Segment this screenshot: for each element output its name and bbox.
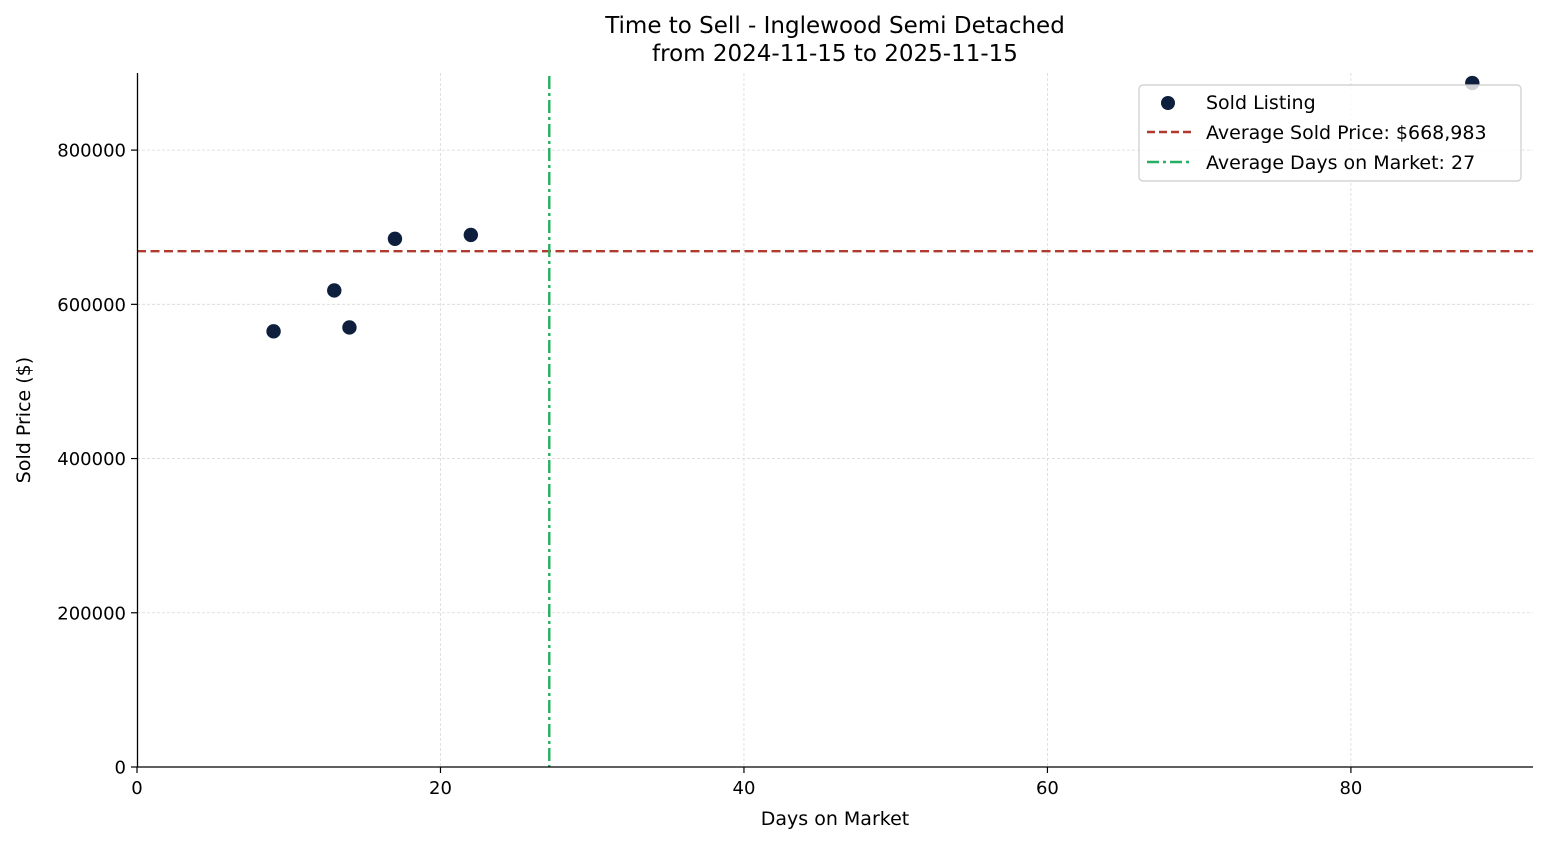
- y-ticks: 0 200000 400000 600000 800000: [57, 141, 137, 779]
- legend-label-avg-price: Average Sold Price: $668,983: [1206, 122, 1487, 144]
- data-point: [266, 324, 281, 339]
- x-tick-label: 80: [1339, 778, 1362, 799]
- grid-lines: [137, 73, 1533, 767]
- data-point: [387, 231, 403, 246]
- chart-subtitle: from 2024-11-15 to 2025-11-15: [652, 41, 1018, 67]
- x-tick-label: 0: [131, 778, 142, 799]
- chart-title: Time to Sell - Inglewood Semi Detached: [604, 13, 1065, 39]
- legend-box: [1138, 84, 1522, 182]
- y-tick-label: 0: [115, 758, 126, 779]
- x-tick-label: 60: [1036, 778, 1059, 799]
- x-ticks: 0 20 40 60 80: [131, 767, 1362, 799]
- reference-lines: [137, 76, 1533, 767]
- x-tick-label: 40: [733, 778, 756, 799]
- x-axis-label: Days on Market: [761, 808, 909, 830]
- y-tick-label: 600000: [57, 295, 126, 316]
- legend-marker-sold-listing: [1161, 96, 1175, 110]
- legend-label-avg-days: Average Days on Market: 27: [1206, 152, 1475, 174]
- y-axis-label: Sold Price ($): [13, 357, 35, 483]
- data-point: [327, 283, 342, 298]
- y-tick-label: 800000: [57, 141, 126, 162]
- data-point: [342, 320, 357, 335]
- legend: Sold Listing Average Sold Price: $668,98…: [1138, 84, 1522, 182]
- x-tick-label: 20: [429, 778, 452, 799]
- y-tick-label: 200000: [57, 603, 126, 624]
- y-tick-label: 400000: [57, 449, 126, 470]
- data-point: [463, 227, 479, 243]
- legend-label-sold-listing: Sold Listing: [1206, 92, 1316, 114]
